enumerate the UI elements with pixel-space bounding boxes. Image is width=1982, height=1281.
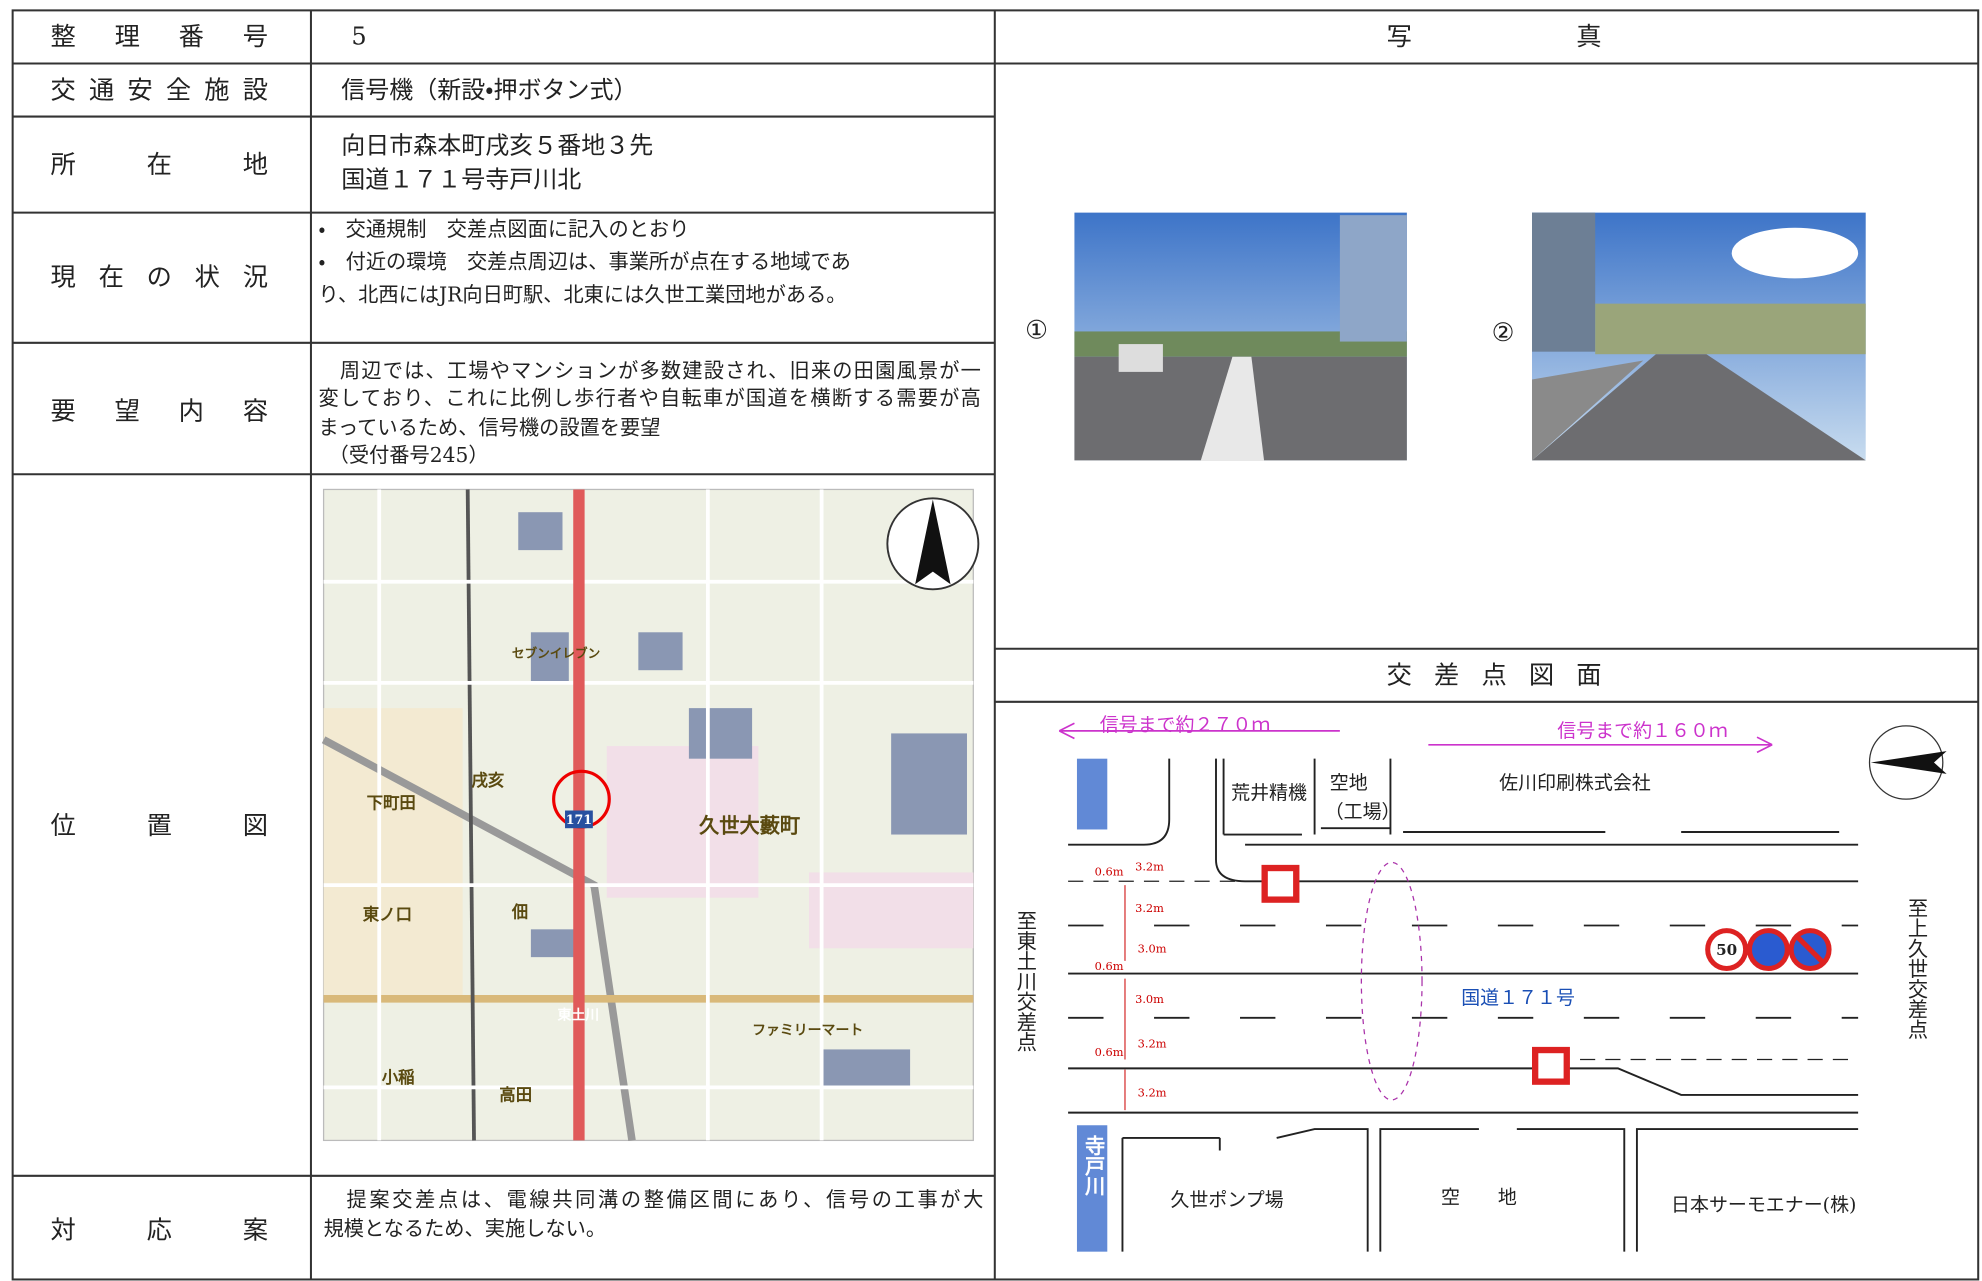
photo-label: ① [1025,315,1048,344]
shape [915,499,951,585]
shape [1532,212,1596,352]
shape [518,512,563,551]
map-label: 171 [566,812,592,827]
road-label: 国道１７１号 [1461,987,1575,1009]
row-label: 要望内容 [51,396,268,425]
row-value: ・ 交通規制 交差点図面に記入のとおり [319,217,690,241]
lane-width: 3.0m [1138,942,1167,956]
shape [1058,722,1340,740]
shape [638,632,683,671]
table-frame [11,9,1980,1281]
distance-label: 信号まで約１６０ｍ [1557,720,1728,742]
shape [465,489,476,1141]
building-label: 空 地 [1441,1187,1517,1209]
shape [1076,758,1108,830]
row-value: 国道１７１号寺戸川北 [341,166,581,194]
distance-label: 信号まで約２７０ｍ [1100,714,1271,736]
shape [1731,227,1859,279]
row-label: 対応案 [51,1215,268,1244]
row-value: 信号機（新設・押ボタン式） [341,76,637,104]
row-value: 向日市森本町戌亥５番地３先 [341,131,653,159]
shape [1532,354,1866,461]
row-label: 整理番号 [51,22,268,51]
photo-title: 写真 [1387,22,1602,51]
location-map: 171 下町田 戌亥 久世大藪町 東ノ口 佃 東土川 高田 小稲 ファミリーマー… [321,488,980,1142]
shape [1705,928,1749,972]
shape [1121,1128,1859,1252]
building-label: 久世ポンプ場 [1170,1189,1283,1211]
building-label: 空地 [1330,772,1368,794]
row-label: 現在の状況 [51,262,268,291]
map-label: 久世大藪町 [699,813,800,837]
building-label: （工場） [1325,801,1401,823]
map-label: 東ノ口 [363,905,412,924]
map-label: 小稲 [382,1068,415,1087]
shape [821,1049,911,1088]
row-value: まっているため、信号機の設置を要望 [319,415,661,439]
direction-label: 至上久世交差点 [1905,898,1929,1040]
shape [1339,215,1407,342]
row-label: 所在地 [51,150,268,179]
shape [323,489,974,1141]
shape [606,746,759,898]
row-value: ・ 付近の環境 交差点周辺は、事業所が点在する地域であ [319,250,851,274]
building-label: 荒井精機 [1231,782,1307,804]
map-label: 高田 [499,1086,532,1105]
lane-width: 3.2m [1135,901,1164,915]
shape [1267,871,1294,897]
river-label: 寺戸川 [1082,1134,1106,1196]
shape [565,810,593,829]
map-label: セブンイレブン [512,645,600,660]
lane-width: 0.6m [1095,959,1124,973]
lane-width: 3.2m [1138,1036,1167,1050]
shape [1200,356,1265,461]
shape [1076,1125,1108,1252]
lane-width: 0.6m [1095,864,1124,878]
row-value: 周辺では、工場やマンションが多数建設され、旧来の田園風景が一 [319,358,981,382]
shape [688,708,753,759]
shape [1360,861,1423,1101]
map-label: 戌亥 [471,771,504,790]
shape [530,632,569,683]
building-label: 日本サーモエナー(株) [1671,1194,1856,1216]
lane-width: 3.2m [1138,1086,1167,1100]
map-label: 佃 [511,902,528,921]
shape [1746,928,1790,972]
shape [1068,758,1859,883]
shape [1428,736,1773,754]
shape [530,929,582,958]
shape [323,708,463,999]
row-value: り、北西にはJR向日町駅、北東には久世工業団地がある。 [319,283,847,307]
lane-width: 3.0m [1135,992,1164,1006]
row-value: 変しており、これに比例し歩行者や自転車が国道を横断する需要が高 [319,386,981,410]
photo [1532,212,1866,461]
shape [1870,751,1947,774]
row-label: 位置図 [51,811,268,840]
map-label: 下町田 [367,794,416,813]
row-value: 5 [351,23,366,51]
row-value: （受付番号245） [319,443,489,467]
speed-sign: 50 [1716,941,1737,959]
shape [1118,344,1163,372]
row-label: 交通安全施設 [51,75,268,104]
shape [1595,303,1866,355]
direction-label: 至東土川交差点 [1013,910,1037,1052]
row-value: 提案交差点は、電線共同溝の整備区間にあり、信号の工事が大 [324,1188,984,1212]
lane-width: 0.6m [1095,1045,1124,1059]
diagram-title: 交差点図面 [1387,661,1602,690]
shape [1795,935,1825,964]
row-value: 規模となるため、実施しない。 [324,1217,606,1241]
photo-label: ② [1492,318,1515,347]
map-label: 東土川 [557,1006,599,1023]
map-label: ファミリーマート [752,1022,863,1038]
shape [1538,1053,1564,1079]
shape [1532,360,1644,461]
intersection-diagram [1058,722,1947,1252]
shape [1068,972,1859,1114]
building-label: 佐川印刷株式会社 [1499,772,1651,794]
shape [891,733,967,835]
lane-width: 3.2m [1135,859,1164,873]
photo [1074,212,1407,461]
